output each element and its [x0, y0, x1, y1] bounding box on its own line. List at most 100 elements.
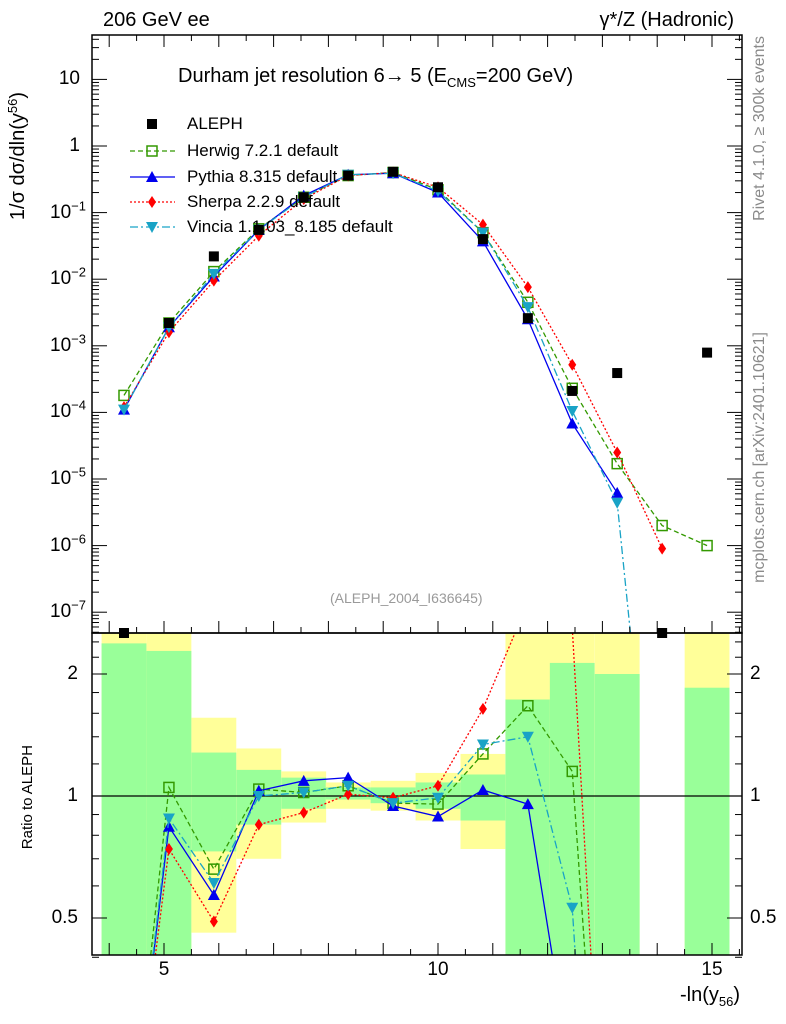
legend-label-pythia: Pythia 8.315 default [187, 167, 338, 186]
data-point-herwig [656, 519, 668, 532]
data-point-aleph [253, 224, 264, 235]
tick-base: 1 [750, 785, 761, 806]
tick-exponent: −4 [71, 398, 86, 414]
rivet-version-label: Rivet 4.1.0, ≥ 300k events [751, 36, 768, 221]
legend-label-sherpa: Sherpa 2.2.9 default [187, 192, 341, 211]
ratio-point-sherpa [209, 915, 218, 928]
x-tick-label: 5 [159, 960, 170, 979]
ratio-line-vincia [152, 736, 576, 956]
main-panel [117, 166, 713, 634]
y-tick-label: 10−4 [50, 399, 86, 423]
ratio-band-stat [101, 643, 147, 955]
tick-base: 10 [50, 468, 72, 489]
ratio-point-sherpa [478, 702, 487, 715]
tick-base: 15 [701, 959, 723, 980]
ratio-line-sherpa [571, 632, 592, 956]
analysis-annotation: (ALEPH_2004_I636645) [330, 590, 483, 606]
ratio-point-sherpa [254, 818, 263, 831]
ratio-point-pythia [476, 783, 489, 795]
data-point-sherpa [658, 542, 667, 555]
tick-exponent: −2 [71, 264, 86, 280]
ylabel-text: 1/σ dσ/dln(y [7, 113, 29, 221]
data-point-pythia [611, 486, 624, 498]
ratio-y-axis-label: Ratio to ALEPH [19, 745, 36, 850]
tick-base: 0.5 [750, 907, 777, 928]
tick-base: 1 [69, 135, 80, 156]
tick-base: 10 [58, 68, 80, 90]
x-tick-label: 15 [701, 960, 722, 979]
tick-base: 10 [50, 534, 72, 556]
data-point-aleph [298, 192, 309, 203]
tick-base: 10 [50, 601, 72, 623]
ratio-point-herwig [163, 781, 175, 794]
ratio-point-vincia [207, 878, 220, 890]
data-point-aleph [388, 166, 399, 177]
ratio-tick-label-left: 1 [67, 786, 78, 805]
tick-exponent: −1 [71, 198, 86, 214]
data-point-aleph [433, 182, 443, 193]
ratio-point-pythia [521, 798, 534, 810]
chart-title: Durham jet resolution 6→ 5 (ECMS=200 GeV… [178, 65, 574, 89]
tick-base: 0.5 [51, 907, 78, 928]
ratio-point-vincia [162, 813, 175, 825]
legend-label-vincia: Vincia 1.1.03_8.185 default [187, 217, 393, 236]
tick-base: 2 [750, 663, 761, 684]
title-text-end: =200 GeV) [475, 65, 574, 87]
data-point-vincia [611, 497, 624, 509]
data-point-vincia [521, 302, 534, 314]
tick-base: 1 [67, 785, 78, 806]
xlabel-subscript: 56 [718, 994, 734, 1009]
ratio-panel [92, 632, 742, 956]
header-channel: γ*/Z (Hadronic) [599, 9, 734, 31]
mcplots-label: mcplots.cern.ch [arXiv:2401.10621] [751, 332, 768, 583]
ratio-tick-label-left: 2 [67, 664, 78, 683]
ratio-point-vincia [342, 780, 355, 792]
series-line-herwig [123, 171, 708, 547]
ratio-point-herwig [208, 863, 220, 875]
y-tick-label: 1 [69, 136, 80, 155]
ratio-point-vincia [476, 739, 489, 751]
data-point-pythia [566, 417, 579, 429]
ratio-point-sherpa [434, 779, 442, 792]
data-point-vincia [117, 404, 130, 416]
data-point-sherpa [613, 446, 622, 459]
ratio-tick-label-right: 0.5 [750, 908, 776, 927]
ratio-band-stat [460, 774, 506, 821]
legend-marker-vincia [146, 222, 158, 233]
xlabel-text-end: ) [733, 984, 740, 1006]
ratio-point-herwig [566, 765, 579, 778]
data-point-aleph [612, 368, 623, 379]
tick-base: 5 [158, 959, 170, 980]
x-axis-label: -ln(y56) [680, 984, 740, 1008]
tick-base: 2 [67, 663, 78, 684]
ratio-band-stat [191, 752, 237, 852]
tick-exponent: −7 [71, 597, 86, 613]
ratio-point-sherpa [344, 788, 353, 801]
y-tick-label: 10−6 [50, 532, 86, 556]
ylabel-text-end: ) [7, 92, 29, 99]
title-text: Durham jet resolution 6→ 5 (E [178, 65, 448, 87]
tick-base: 10 [427, 959, 449, 980]
tick-base: 10 [50, 401, 72, 423]
y-tick-label: 10−5 [50, 466, 86, 489]
y-axis-label: 1/σ dσ/dln(y56) [5, 92, 29, 221]
legend-label-aleph: ALEPH [187, 114, 243, 133]
ratio-point-pythia [162, 820, 175, 832]
ratio-point-sherpa [164, 842, 173, 855]
data-point-aleph [702, 347, 713, 358]
tick-exponent: −6 [71, 531, 86, 547]
data-point-aleph [163, 317, 174, 328]
legend-marker-pythia [146, 171, 158, 182]
tick-base: 10 [50, 268, 72, 290]
ratio-tick-label-left: 0.5 [52, 908, 78, 927]
legend-marker-sherpa [148, 196, 156, 208]
ratio-point-pythia [432, 810, 444, 822]
tick-base: 10 [50, 201, 72, 223]
data-point-herwig [701, 539, 713, 552]
data-point-aleph [567, 385, 578, 396]
data-point-aleph [208, 251, 219, 262]
ratio-point-sherpa [299, 806, 308, 819]
data-point-aleph [522, 313, 533, 324]
ratio-point-vincia [297, 787, 310, 799]
